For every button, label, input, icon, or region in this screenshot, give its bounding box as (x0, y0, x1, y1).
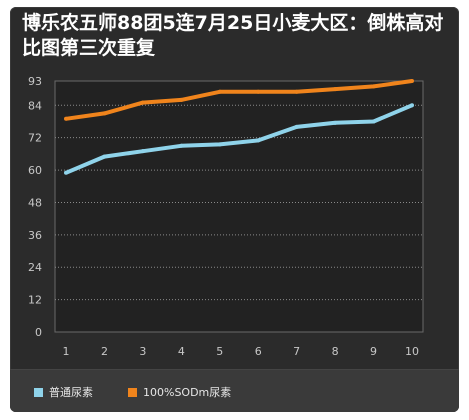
data-point-0[interactable] (410, 103, 414, 108)
series-line-1[interactable] (65, 79, 413, 121)
y-tick-label: 24 (28, 261, 42, 274)
x-tick-label: 5 (216, 345, 223, 358)
data-point-0[interactable] (333, 120, 338, 125)
y-tick-label: 36 (28, 229, 42, 242)
legend: 普通尿素 100%SODm尿素 (10, 369, 459, 412)
data-point-1[interactable] (217, 89, 222, 94)
y-tick-label: 60 (28, 164, 42, 177)
data-point-1[interactable] (64, 116, 68, 121)
plot-area (54, 80, 424, 333)
x-tick-label: 10 (405, 345, 419, 358)
y-tick-label: 48 (28, 196, 42, 209)
data-point-1[interactable] (140, 100, 145, 105)
data-point-0[interactable] (256, 138, 261, 143)
data-point-0[interactable] (371, 119, 376, 124)
y-tick-label: 12 (28, 294, 42, 307)
x-tick-label: 2 (101, 345, 108, 358)
x-tick-label: 7 (293, 345, 300, 358)
y-axis-ticks: 0 12 24 36 48 60 72 84 93 (28, 75, 42, 339)
legend-swatch-1 (128, 387, 137, 397)
x-tick-label: 1 (63, 345, 70, 358)
data-point-0[interactable] (179, 143, 184, 148)
data-point-1[interactable] (256, 89, 261, 94)
chart-panel: 博乐农五师88团5连7月25日小麦大区：倒株高对比图第三次重复 0 12 24 36 4… (10, 7, 459, 412)
data-point-0[interactable] (102, 154, 107, 159)
chart-title: 博乐农五师88团5连7月25日小麦大区：倒株高对比图第三次重复 (22, 12, 444, 59)
x-tick-label: 6 (255, 345, 262, 358)
data-point-1[interactable] (102, 111, 107, 116)
legend-label-0: 普通尿素 (49, 386, 93, 399)
grid-lines (55, 104, 423, 301)
data-point-1[interactable] (371, 84, 376, 89)
y-tick-label: 0 (35, 326, 42, 339)
data-point-0[interactable] (217, 142, 222, 147)
data-point-1[interactable] (410, 79, 414, 83)
y-tick-label: 84 (28, 99, 42, 112)
y-tick-label: 93 (28, 75, 42, 88)
data-point-0[interactable] (294, 124, 299, 129)
x-tick-label: 9 (370, 345, 377, 358)
legend-swatch-0 (34, 387, 43, 397)
data-point-1[interactable] (179, 97, 184, 102)
data-point-0[interactable] (64, 170, 68, 175)
series-line-0[interactable] (65, 103, 413, 175)
x-tick-label: 8 (332, 345, 339, 358)
y-tick-label: 72 (28, 132, 42, 145)
series-lines (64, 79, 414, 175)
x-axis-ticks: 1 2 3 4 5 6 7 8 9 10 (63, 345, 420, 358)
x-tick-label: 4 (178, 345, 185, 358)
legend-item-0[interactable]: 普通尿素 (34, 384, 93, 400)
legend-item-1[interactable]: 100%SODm尿素 (128, 384, 231, 400)
data-point-1[interactable] (333, 87, 338, 92)
data-point-1[interactable] (294, 89, 299, 94)
data-point-0[interactable] (140, 149, 145, 154)
legend-label-1: 100%SODm尿素 (143, 386, 232, 399)
x-tick-label: 3 (139, 345, 146, 358)
